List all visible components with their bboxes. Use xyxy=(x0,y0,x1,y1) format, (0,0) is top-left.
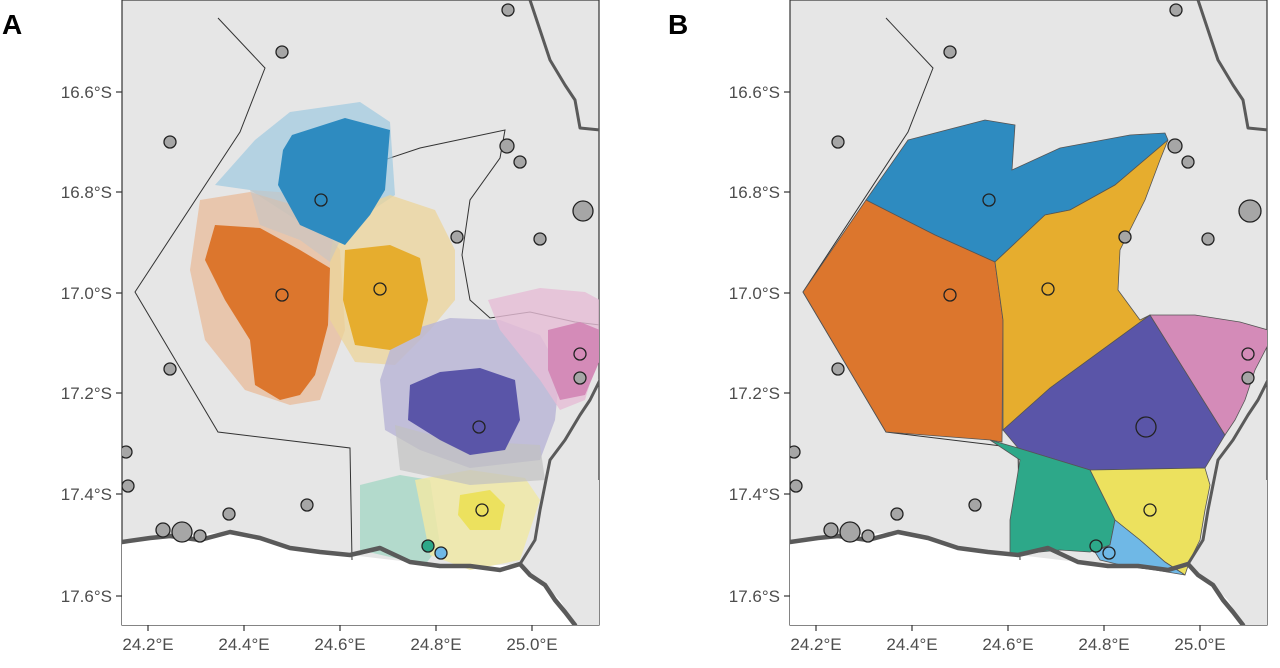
site-marker xyxy=(163,135,177,149)
yellow-site-marker xyxy=(475,503,489,517)
green-voronoi-region xyxy=(989,439,1116,556)
site-marker xyxy=(943,45,957,59)
y-tick-label: 17.4°S xyxy=(729,485,780,504)
x-tick-label: 24.6°E xyxy=(982,635,1033,654)
panel-a-centre-sites xyxy=(275,193,587,560)
site-marker xyxy=(122,479,135,493)
pink-site-marker xyxy=(573,347,587,361)
site-marker xyxy=(193,529,207,543)
x-tick-label: 24.4°E xyxy=(886,635,937,654)
site-marker xyxy=(573,371,587,385)
orange-core-region xyxy=(205,225,330,400)
site-marker xyxy=(450,230,464,244)
panel-a-x-axis: 24.2°E 24.4°E 24.6°E 24.8°E 25.0°E xyxy=(122,625,558,654)
gold-site-marker xyxy=(373,282,387,296)
lightblue-site-marker xyxy=(1102,546,1116,560)
site-marker xyxy=(1118,230,1132,244)
site-marker xyxy=(155,522,171,538)
y-tick-label: 17.0°S xyxy=(61,284,112,303)
orange-site-marker xyxy=(275,288,289,302)
panel-a-y-axis: 16.6°S 16.8°S 17.0°S 17.2°S 17.4°S 17.6°… xyxy=(61,83,122,606)
x-tick-label: 24.8°E xyxy=(410,635,461,654)
lightblue-site-marker xyxy=(434,546,448,560)
y-tick-label: 17.4°S xyxy=(61,485,112,504)
x-tick-label: 25.0°E xyxy=(506,635,557,654)
site-marker xyxy=(861,529,875,543)
panel-a-label: A xyxy=(2,9,22,40)
site-marker xyxy=(968,498,982,512)
green-site-marker xyxy=(1089,539,1103,553)
panel-b-x-axis: 24.2°E 24.4°E 24.6°E 24.8°E 25.0°E xyxy=(790,625,1226,654)
site-marker xyxy=(823,522,839,538)
site-marker xyxy=(533,232,547,246)
panel-b-grey-sites xyxy=(790,3,1262,543)
site-marker xyxy=(831,135,845,149)
site-marker xyxy=(572,200,594,222)
panel-a-outside-area xyxy=(122,532,575,625)
site-marker xyxy=(222,507,236,521)
site-marker xyxy=(1201,232,1215,246)
y-tick-label: 17.2°S xyxy=(729,384,780,403)
site-marker xyxy=(122,445,133,459)
site-marker xyxy=(1169,3,1183,17)
site-marker xyxy=(171,521,193,543)
blue-site-marker xyxy=(314,193,328,207)
panel-b: B xyxy=(668,0,1268,654)
y-tick-label: 17.2°S xyxy=(61,384,112,403)
gold-site-marker xyxy=(1041,282,1055,296)
orange-site-marker xyxy=(943,288,957,302)
y-tick-label: 16.8°S xyxy=(61,183,112,202)
site-marker xyxy=(163,362,177,376)
purple-site-marker xyxy=(472,420,486,434)
panel-a-grey-sites xyxy=(122,3,594,543)
pink-voronoi-region xyxy=(1149,314,1267,436)
y-tick-label: 16.6°S xyxy=(729,83,780,102)
panel-a-admin-boundary xyxy=(134,17,353,561)
x-tick-label: 24.2°E xyxy=(790,635,841,654)
x-tick-label: 24.2°E xyxy=(122,635,173,654)
site-marker xyxy=(1181,155,1195,169)
yellow-site-marker xyxy=(1143,503,1157,517)
site-marker xyxy=(300,498,314,512)
site-marker xyxy=(831,362,845,376)
green-site-marker xyxy=(421,539,435,553)
gold-core-region xyxy=(343,245,428,350)
blue-core-region xyxy=(278,118,390,245)
y-tick-label: 16.8°S xyxy=(729,183,780,202)
y-tick-label: 16.6°S xyxy=(61,83,112,102)
panel-a: A xyxy=(2,0,600,654)
x-tick-label: 25.0°E xyxy=(1174,635,1225,654)
site-marker xyxy=(1167,138,1183,154)
site-marker xyxy=(501,3,515,17)
y-tick-label: 17.6°S xyxy=(61,587,112,606)
pink-site-marker xyxy=(1241,347,1255,361)
purple-site-marker xyxy=(1135,416,1157,438)
site-marker xyxy=(275,45,289,59)
site-marker xyxy=(839,521,861,543)
panel-b-centre-sites xyxy=(943,193,1255,560)
site-marker xyxy=(890,507,904,521)
panel-b-y-axis: 16.6°S 16.8°S 17.0°S 17.2°S 17.4°S 17.6°… xyxy=(729,83,790,606)
y-tick-label: 17.6°S xyxy=(729,587,780,606)
pink-core-region xyxy=(548,322,599,400)
site-marker xyxy=(499,138,515,154)
site-marker xyxy=(513,155,527,169)
site-marker xyxy=(1238,199,1262,223)
panel-a-map-content xyxy=(122,0,599,625)
blue-site-marker xyxy=(982,193,996,207)
site-marker xyxy=(790,479,803,493)
site-marker xyxy=(790,445,801,459)
x-tick-label: 24.4°E xyxy=(218,635,269,654)
x-tick-label: 24.8°E xyxy=(1078,635,1129,654)
panel-b-map-content xyxy=(790,0,1267,625)
x-tick-label: 24.6°E xyxy=(314,635,365,654)
site-marker xyxy=(1241,371,1255,385)
y-tick-label: 17.0°S xyxy=(729,284,780,303)
panel-b-label: B xyxy=(668,9,688,40)
purple-core-region xyxy=(408,368,520,455)
orange-voronoi-region xyxy=(802,199,1004,443)
